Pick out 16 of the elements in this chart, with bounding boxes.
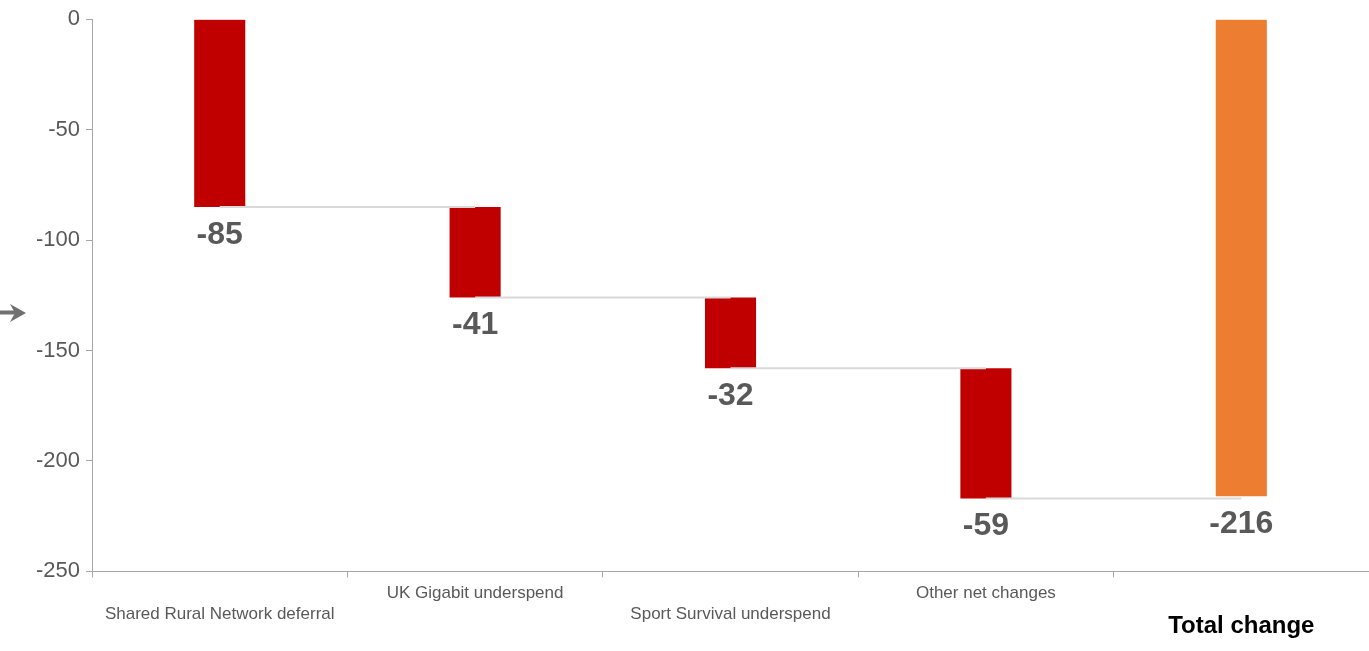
- x-tick-label: UK Gigabit underspend: [386, 583, 564, 603]
- x-tick-label: Total change: [1168, 611, 1315, 639]
- data-label: -85: [196, 214, 243, 251]
- data-label: -216: [1209, 504, 1274, 541]
- y-tick-label: -200: [35, 447, 81, 473]
- x-tick-label: Other net changes: [915, 583, 1056, 603]
- y-tick-label: -100: [35, 226, 81, 252]
- data-label: -32: [707, 376, 754, 413]
- y-tick-label: -250: [35, 557, 81, 583]
- y-tick-label: -50: [48, 115, 81, 141]
- y-tick-label: -150: [35, 336, 81, 362]
- data-label: -59: [962, 506, 1010, 543]
- x-tick-label: Shared Rural Network deferral: [104, 603, 335, 623]
- y-tick-label: 0: [67, 5, 81, 31]
- data-label: -41: [452, 305, 499, 342]
- x-tick-label: Sport Survival underspend: [630, 603, 831, 623]
